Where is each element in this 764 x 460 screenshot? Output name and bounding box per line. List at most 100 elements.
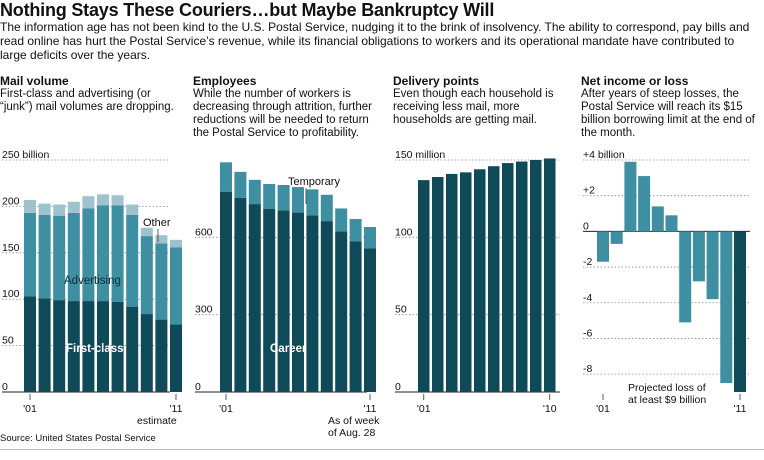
bar-segment	[111, 205, 124, 302]
x-tick-label: '11	[364, 403, 377, 415]
delivery-points-chart: 0 50 100 150 million '01 '10	[395, 149, 560, 415]
bar-segment	[335, 208, 348, 232]
bar	[502, 163, 514, 392]
bar	[460, 172, 472, 392]
bar-segment	[220, 191, 232, 392]
tick-label: 250 billion	[2, 149, 49, 161]
bar	[679, 231, 692, 323]
bar-segment	[155, 235, 168, 244]
bar-segment	[170, 239, 182, 248]
bar-segment	[24, 296, 36, 392]
panel-title: Employees	[193, 74, 257, 88]
panel-description: While the number of workers is decreasin…	[193, 88, 372, 139]
bar-segment	[234, 197, 247, 392]
annotation-as-of-week: As of week	[328, 415, 380, 427]
x-tick-label: '01	[219, 403, 233, 415]
bar-segment	[155, 319, 168, 392]
bar-segment	[248, 179, 261, 205]
bar-segment	[364, 227, 376, 249]
tick-label: 50	[395, 304, 407, 316]
bar-segment	[320, 194, 333, 222]
bar-segment	[53, 204, 66, 216]
bar-segment	[277, 210, 290, 392]
series-label-career: Career	[270, 343, 307, 355]
panel-title: Net income or loss	[581, 74, 689, 88]
panel-mail-volume: Mail volume First-class and advertising …	[0, 74, 180, 114]
bar-segment	[335, 231, 348, 392]
tick-label: -4	[583, 292, 592, 304]
panel-description: Even though each household is receiving …	[393, 88, 554, 126]
bar	[530, 160, 542, 392]
x-tick-label: '01	[596, 403, 610, 415]
tick-label: 50	[2, 335, 14, 347]
bar	[610, 231, 623, 244]
bar-segment	[349, 219, 362, 242]
panel-description: After years of steep losses, the Postal …	[581, 88, 755, 139]
bar	[706, 231, 719, 300]
bar	[651, 206, 664, 232]
x-tick-label: '10	[543, 403, 557, 415]
tick-label: 0	[583, 220, 589, 232]
tick-label: +4 billion	[583, 149, 625, 161]
tick-label: 0	[195, 381, 201, 393]
intro-text: The information age has not been kind to…	[0, 20, 750, 62]
bar-segment	[97, 194, 109, 206]
bar-segment	[126, 204, 139, 215]
bar-segment	[364, 248, 376, 392]
bar-segment	[263, 208, 276, 392]
bar-segment	[292, 212, 304, 392]
x-tick-label: '01	[23, 403, 37, 415]
bar-segment	[24, 212, 36, 297]
bar-segment	[306, 189, 319, 216]
series-label-advertising: Advertising	[64, 275, 121, 287]
series-label-first-class: First-class	[66, 343, 124, 355]
bar	[624, 161, 637, 232]
bar-segment	[140, 236, 153, 315]
bar	[638, 176, 651, 232]
annotation-projected-loss: Projected loss of	[628, 382, 706, 394]
panel-title: Mail volume	[0, 74, 69, 88]
bar-segment	[111, 301, 124, 392]
bar-segment	[234, 171, 247, 198]
source-note: Source: United States Postal Service	[0, 433, 156, 444]
bar-segment	[126, 306, 139, 392]
bar-segment	[82, 208, 95, 302]
bar-segment	[38, 214, 51, 299]
annotation-at-least: at least $9 billion	[628, 394, 706, 406]
bar-segment	[349, 241, 362, 392]
tick-label: 100	[395, 226, 413, 238]
bar-segment	[53, 300, 66, 392]
tick-label: 150 million	[395, 149, 445, 161]
x-tick-label: '01	[417, 403, 431, 415]
bar-segment	[67, 301, 80, 392]
x-tick-label: '11	[170, 403, 183, 415]
bar-segment	[277, 185, 290, 211]
tick-label: 0	[2, 381, 8, 393]
bar-segment	[263, 183, 276, 209]
bar-segment	[170, 247, 182, 325]
annotation-estimate: estimate	[137, 415, 177, 427]
bar-segment	[170, 324, 182, 392]
panel-title: Delivery points	[393, 74, 480, 88]
bar-segment	[53, 215, 66, 301]
tick-label: +2	[583, 185, 595, 197]
bar	[544, 158, 556, 392]
panel-employees: Employees While the number of workers is…	[193, 74, 373, 140]
bar-segment	[67, 201, 80, 213]
tick-label: 0	[395, 381, 401, 393]
panel-delivery-points: Delivery points Even though each househo…	[393, 74, 568, 127]
panel-description: First-class and advertising (or “junk”) …	[0, 88, 174, 113]
bar-segment	[111, 195, 124, 206]
bar	[432, 177, 444, 392]
tick-label: 100	[2, 288, 20, 300]
mail-volume-chart: 0 50 100 150 200 250 billion '01 '11 Advertising…	[2, 149, 183, 427]
tick-label: 600	[195, 226, 213, 238]
bar-segment	[320, 221, 333, 392]
tick-label: 300	[195, 304, 213, 316]
tick-label: -8	[583, 363, 592, 375]
tick-label: 150	[2, 242, 20, 254]
series-label-other: Other	[143, 217, 171, 229]
annotation-date: of Aug. 28	[328, 427, 375, 439]
